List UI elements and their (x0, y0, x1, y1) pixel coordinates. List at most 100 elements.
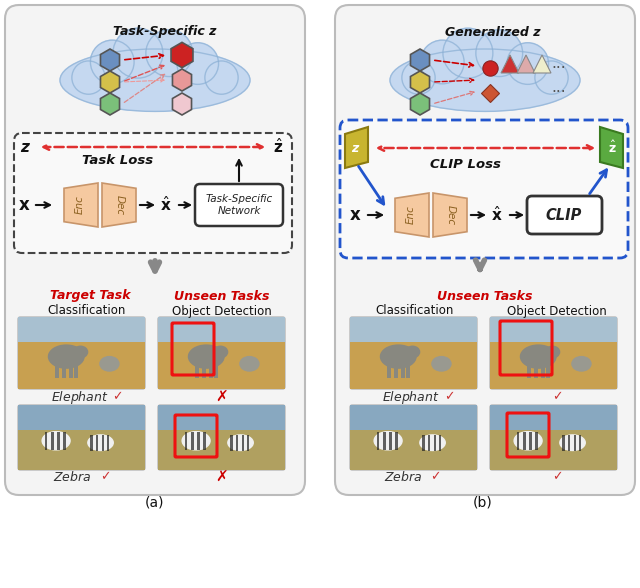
Text: Object Detection: Object Detection (172, 305, 272, 318)
Text: $\mathbf{x}$: $\mathbf{x}$ (18, 196, 30, 214)
FancyBboxPatch shape (573, 435, 576, 450)
Polygon shape (410, 93, 429, 115)
Text: Generalized z: Generalized z (445, 25, 541, 38)
Ellipse shape (380, 345, 416, 368)
FancyBboxPatch shape (527, 365, 531, 377)
Text: $\mathit{Elephant}$: $\mathit{Elephant}$ (382, 389, 440, 406)
Polygon shape (533, 55, 551, 73)
Circle shape (205, 61, 238, 94)
Ellipse shape (420, 435, 445, 450)
FancyBboxPatch shape (158, 405, 285, 430)
Circle shape (476, 30, 523, 76)
Text: Classification: Classification (376, 305, 454, 318)
FancyBboxPatch shape (18, 342, 145, 389)
Circle shape (113, 28, 163, 78)
FancyBboxPatch shape (433, 435, 436, 450)
FancyBboxPatch shape (107, 435, 109, 450)
FancyBboxPatch shape (158, 430, 285, 470)
FancyBboxPatch shape (350, 405, 477, 470)
FancyBboxPatch shape (383, 432, 385, 450)
Ellipse shape (405, 346, 420, 358)
FancyBboxPatch shape (51, 432, 54, 450)
FancyBboxPatch shape (350, 317, 477, 342)
Text: Unseen Tasks: Unseen Tasks (174, 289, 269, 302)
Text: Dec: Dec (115, 195, 125, 215)
FancyBboxPatch shape (18, 430, 145, 470)
FancyBboxPatch shape (102, 435, 104, 450)
Text: ✓: ✓ (100, 470, 110, 483)
Text: Enc: Enc (76, 196, 85, 215)
Ellipse shape (182, 432, 210, 450)
Text: (b): (b) (473, 496, 493, 510)
Text: ✗: ✗ (216, 469, 228, 485)
FancyBboxPatch shape (340, 120, 628, 258)
FancyBboxPatch shape (517, 432, 520, 450)
Ellipse shape (520, 345, 556, 368)
Text: Classification: Classification (48, 305, 126, 318)
Text: $\mathit{Zebra}$: $\mathit{Zebra}$ (52, 470, 92, 484)
FancyBboxPatch shape (185, 432, 188, 450)
FancyBboxPatch shape (579, 435, 581, 450)
Text: $\boldsymbol{z}$: $\boldsymbol{z}$ (20, 139, 31, 155)
Text: CLIP: CLIP (546, 208, 582, 222)
FancyBboxPatch shape (18, 317, 145, 389)
Ellipse shape (213, 346, 228, 358)
FancyBboxPatch shape (18, 405, 145, 430)
FancyBboxPatch shape (350, 405, 477, 430)
FancyBboxPatch shape (5, 5, 305, 495)
FancyBboxPatch shape (422, 435, 424, 450)
Ellipse shape (572, 356, 591, 371)
Circle shape (90, 40, 134, 84)
Ellipse shape (560, 435, 585, 450)
FancyBboxPatch shape (546, 365, 550, 377)
Text: Dec: Dec (446, 205, 456, 225)
Text: ✓: ✓ (429, 470, 440, 483)
Ellipse shape (88, 435, 113, 450)
FancyBboxPatch shape (96, 435, 98, 450)
Ellipse shape (49, 345, 84, 368)
FancyBboxPatch shape (241, 435, 244, 450)
Polygon shape (100, 49, 120, 71)
Polygon shape (64, 183, 98, 227)
Ellipse shape (42, 432, 70, 450)
FancyBboxPatch shape (387, 365, 392, 377)
FancyBboxPatch shape (350, 430, 477, 470)
Ellipse shape (545, 346, 559, 358)
Text: Target Task: Target Task (50, 289, 131, 302)
Ellipse shape (390, 49, 580, 111)
Circle shape (402, 61, 435, 94)
FancyBboxPatch shape (529, 432, 532, 450)
FancyBboxPatch shape (57, 432, 60, 450)
FancyBboxPatch shape (490, 405, 617, 430)
Circle shape (443, 28, 493, 78)
Text: Task-Specific
Network: Task-Specific Network (205, 194, 273, 216)
Text: $\mathit{Elephant}$: $\mathit{Elephant}$ (51, 389, 109, 406)
FancyBboxPatch shape (230, 435, 232, 450)
Polygon shape (501, 55, 519, 73)
FancyBboxPatch shape (350, 342, 477, 389)
FancyBboxPatch shape (490, 317, 617, 389)
FancyBboxPatch shape (428, 435, 430, 450)
FancyBboxPatch shape (158, 317, 285, 342)
FancyBboxPatch shape (401, 365, 404, 377)
FancyBboxPatch shape (490, 342, 617, 389)
FancyBboxPatch shape (389, 432, 392, 450)
FancyBboxPatch shape (490, 430, 617, 470)
FancyBboxPatch shape (335, 5, 635, 495)
Polygon shape (172, 69, 191, 91)
Text: ···: ··· (552, 85, 566, 101)
Text: ✓: ✓ (552, 390, 563, 403)
Text: ✓: ✓ (552, 470, 563, 483)
FancyBboxPatch shape (202, 365, 207, 377)
FancyBboxPatch shape (490, 405, 617, 470)
FancyBboxPatch shape (563, 435, 564, 450)
Text: $\mathit{Zebra}$: $\mathit{Zebra}$ (384, 470, 422, 484)
FancyBboxPatch shape (63, 365, 67, 377)
Circle shape (420, 40, 464, 84)
FancyBboxPatch shape (195, 184, 283, 226)
Ellipse shape (432, 356, 451, 371)
Text: Unseen Tasks: Unseen Tasks (437, 289, 532, 302)
Polygon shape (100, 93, 120, 115)
FancyBboxPatch shape (350, 317, 477, 389)
FancyBboxPatch shape (197, 432, 200, 450)
